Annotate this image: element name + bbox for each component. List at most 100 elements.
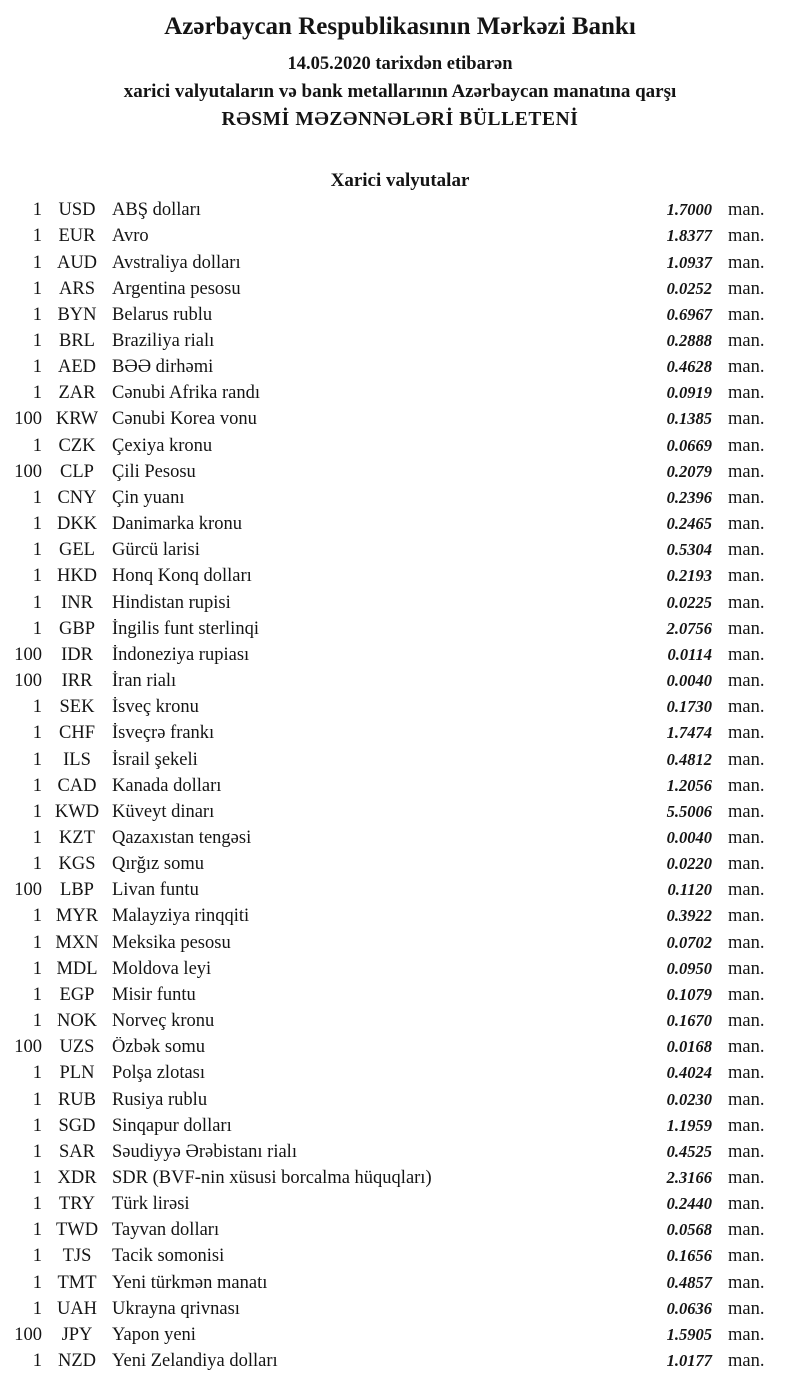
currency-row: 1 UAH Ukrayna qrivnası 0.0636 man.: [0, 1299, 800, 1325]
currency-code: BRL: [59, 331, 95, 351]
currency-code: CNY: [57, 487, 97, 508]
currency-row: 1 SAR Səudiyyə Ərəbistanı rialı 0.4525 m…: [0, 1142, 800, 1168]
quantity: 1: [32, 383, 42, 404]
rate-value: 0.2440: [666, 1194, 712, 1214]
currency-name: Livan funtu: [112, 880, 199, 901]
unit-label: man.: [728, 383, 765, 404]
currency-row: 100 UZS Özbək somu 0.0168 man.: [0, 1037, 800, 1063]
currency-row: 1 KGS Qırğız somu 0.0220 man.: [0, 854, 800, 880]
quantity: 1: [32, 592, 42, 613]
currency-row: 1 AUD Avstraliya dolları 1.0937 man.: [0, 253, 800, 279]
rate-value: 0.1385: [666, 409, 712, 429]
rate-value: 0.3922: [666, 906, 712, 926]
rate-value: 0.1656: [666, 1246, 712, 1266]
currency-name: Honq Konq dolları: [112, 566, 252, 587]
bulletin-heading: RƏSMİ MƏZƏNNƏLƏRİ BÜLLETENİ: [221, 109, 579, 131]
unit-label: man.: [728, 1168, 765, 1188]
currency-row: 1 NOK Norveç kronu 0.1670 man.: [0, 1011, 800, 1037]
currency-name: BƏƏ dirhəmi: [112, 357, 214, 378]
quantity: 1: [32, 1272, 42, 1293]
currency-name: Ukrayna qrivnası: [112, 1298, 240, 1319]
currency-code: XDR: [57, 1168, 97, 1188]
currency-row: 1 HKD Honq Konq dolları 0.2193 man.: [0, 566, 800, 592]
unit-label: man.: [728, 252, 765, 273]
rate-value: 0.0040: [666, 671, 712, 691]
currency-name: Cənubi Korea vonu: [112, 409, 257, 430]
quantity: 1: [32, 1351, 42, 1372]
currency-name: Yapon yeni: [112, 1324, 196, 1345]
currency-name: SDR (BVF-nin xüsusi borcalma hüquqları): [112, 1168, 432, 1188]
unit-label: man.: [728, 644, 765, 665]
currency-code: AUD: [56, 252, 98, 273]
currency-row: 1 TMT Yeni türkmən manatı 0.4857 man.: [0, 1273, 800, 1299]
currency-row: 1 MYR Malayziya rinqqiti 0.3922 man.: [0, 906, 800, 932]
currency-code: CAD: [57, 775, 97, 796]
currency-table: 1 USD ABŞ dolları 1.7000 man. 1 EUR Avro…: [0, 200, 800, 1377]
currency-name: Çexiya kronu: [112, 435, 213, 456]
currency-row: 1 NZD Yeni Zelandiya dolları 1.0177 man.: [0, 1351, 800, 1377]
currency-name: Yeni türkmən manatı: [112, 1272, 268, 1293]
rate-value: 1.5905: [666, 1324, 712, 1344]
currency-code: KRW: [55, 409, 99, 430]
currency-name: Küveyt dinarı: [112, 801, 215, 822]
currency-name: Danimarka kronu: [112, 514, 242, 535]
rate-value: 2.0756: [666, 618, 712, 638]
currency-name: Qırğız somu: [112, 854, 204, 875]
currency-row: 1 EUR Avro 1.8377 man.: [0, 226, 800, 252]
unit-label: man.: [728, 357, 765, 378]
rate-value: 0.0950: [666, 958, 712, 978]
currency-row: 1 INR Hindistan rupisi 0.0225 man.: [0, 593, 800, 619]
currency-row: 100 KRW Cənubi Korea vonu 0.1385 man.: [0, 409, 800, 435]
currency-code: UZS: [59, 1037, 95, 1058]
quantity: 1: [32, 958, 42, 979]
currency-code: EGP: [59, 984, 95, 1005]
currency-name: Çin yuanı: [112, 487, 185, 508]
currency-code: TJS: [62, 1246, 92, 1267]
currency-row: 1 CZK Çexiya kronu 0.0669 man.: [0, 436, 800, 462]
currency-row: 100 CLP Çili Pesosu 0.2079 man.: [0, 462, 800, 488]
quantity: 1: [32, 514, 42, 535]
rate-value: 0.0636: [666, 1298, 712, 1318]
unit-label: man.: [728, 697, 765, 718]
currency-name: Qazaxıstan tengəsi: [112, 827, 252, 848]
rate-value: 0.0230: [666, 1089, 712, 1109]
currency-row: 1 SGD Sinqapur dolları 1.1959 man.: [0, 1116, 800, 1142]
currency-row: 1 MXN Meksika pesosu 0.0702 man.: [0, 933, 800, 959]
unit-label: man.: [728, 984, 765, 1005]
currency-row: 1 RUB Rusiya rublu 0.0230 man.: [0, 1090, 800, 1116]
unit-label: man.: [728, 435, 765, 456]
rate-value: 0.0702: [666, 932, 712, 952]
unit-label: man.: [728, 1220, 765, 1241]
currency-code: TMT: [57, 1272, 97, 1293]
bulletin-subtitle: xarici valyutaların və bank metallarının…: [123, 80, 677, 102]
rate-value: 0.2079: [666, 461, 712, 481]
currency-name: Tacik somonisi: [112, 1246, 225, 1267]
quantity: 1: [32, 566, 42, 587]
currency-name: İngilis funt sterlinqi: [112, 618, 259, 639]
currency-name: Sinqapur dolları: [112, 1115, 232, 1136]
quantity: 1: [32, 1115, 42, 1136]
currency-row: 1 ARS Argentina pesosu 0.0252 man.: [0, 279, 800, 305]
quantity: 1: [32, 357, 42, 378]
unit-label: man.: [728, 958, 765, 979]
quantity: 1: [32, 932, 42, 953]
currency-row: 1 USD ABŞ dolları 1.7000 man.: [0, 200, 800, 226]
quantity: 100: [14, 880, 42, 901]
unit-label: man.: [728, 487, 765, 508]
currency-name: Moldova leyi: [112, 958, 212, 979]
section-title-foreign-currencies: Xarici valyutalar: [330, 169, 470, 191]
quantity: 100: [14, 644, 42, 665]
currency-code: RUB: [57, 1089, 97, 1110]
currency-row: 1 GEL Gürcü larisi 0.5304 man.: [0, 540, 800, 566]
rate-value: 0.4812: [666, 749, 712, 769]
rate-value: 0.2888: [666, 331, 712, 350]
currency-row: 1 EGP Misir funtu 0.1079 man.: [0, 985, 800, 1011]
currency-row: 1 CNY Çin yuanı 0.2396 man.: [0, 488, 800, 514]
currency-code: SGD: [58, 1115, 96, 1136]
currency-code: AED: [57, 357, 97, 378]
currency-code: HKD: [56, 566, 98, 587]
quantity: 1: [32, 1194, 42, 1215]
currency-row: 1 KWD Küveyt dinarı 5.5006 man.: [0, 802, 800, 828]
rate-value: 0.1670: [666, 1011, 712, 1031]
currency-name: Gürcü larisi: [112, 540, 200, 561]
